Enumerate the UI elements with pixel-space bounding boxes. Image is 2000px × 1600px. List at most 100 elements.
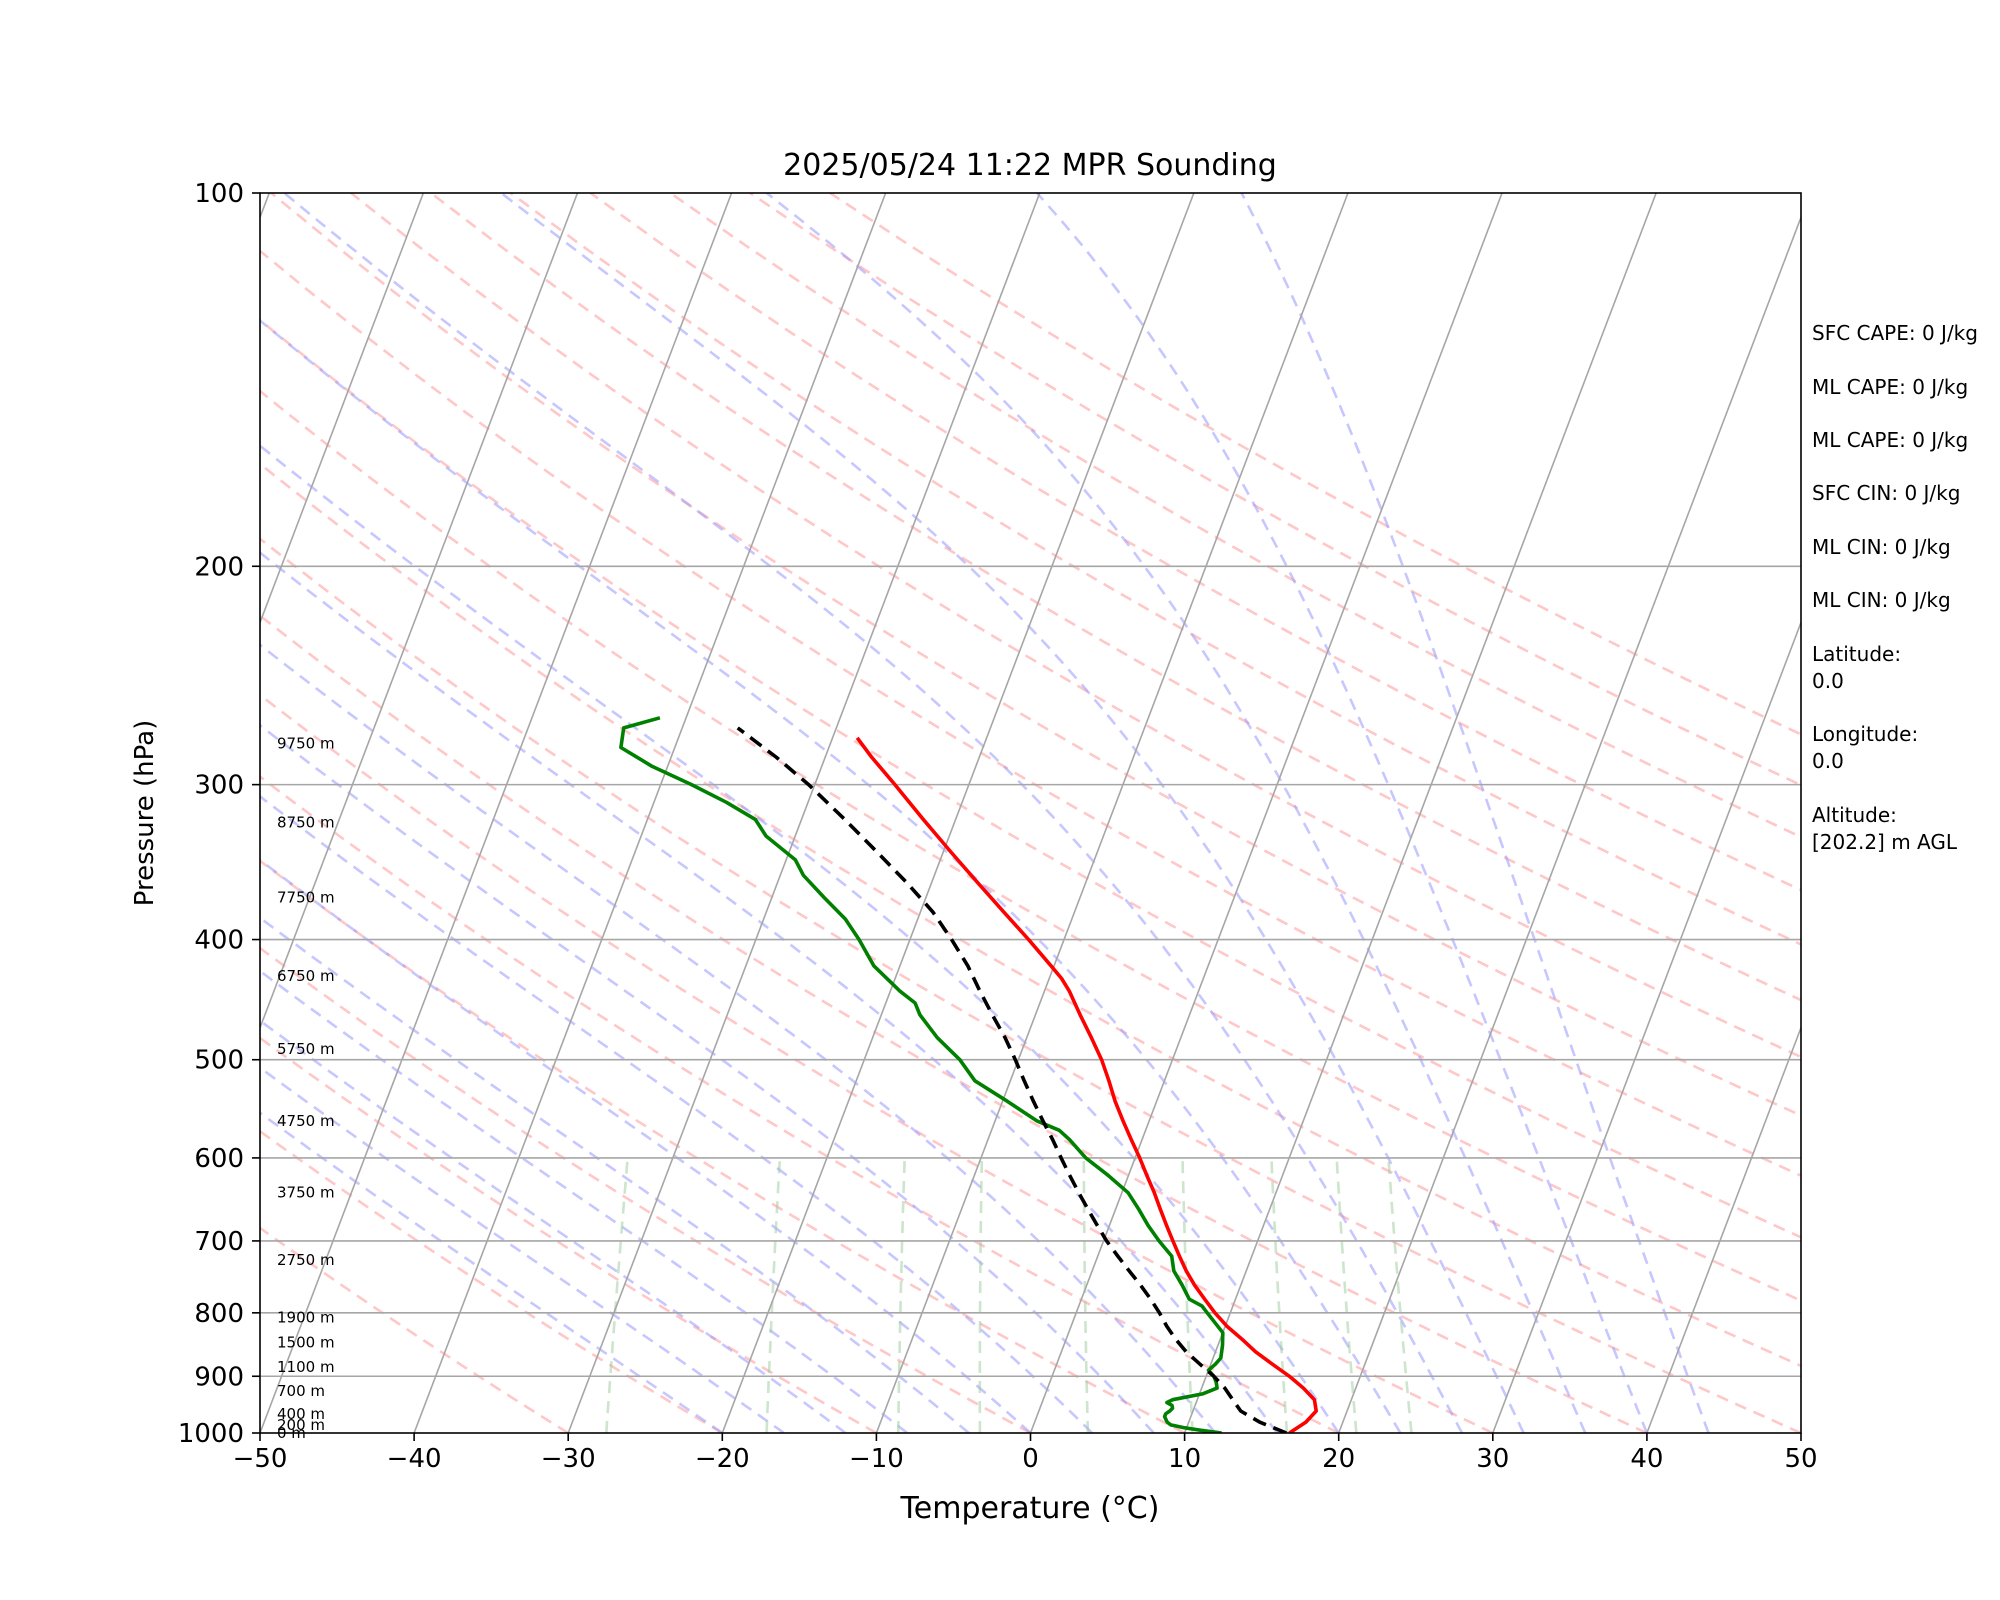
dry-adiabat: [260, 249, 1801, 1178]
y-tick-label: 700: [194, 1227, 244, 1257]
moist-adiabat: [260, 444, 1340, 1433]
dry-adiabat: [749, 193, 1801, 787]
sounding-info-line: Longitude:: [1812, 722, 1918, 746]
y-tick-label: 800: [194, 1299, 244, 1329]
dry-adiabat: [829, 193, 1801, 736]
isotherm: [413, 193, 887, 1433]
y-tick-label: 100: [194, 179, 244, 209]
height-label: 400 m: [277, 1405, 325, 1423]
x-tick-label: −30: [541, 1444, 596, 1474]
dry-adiabat: [589, 193, 1801, 892]
y-tick-label: 300: [194, 771, 244, 801]
dry-adiabat: [260, 946, 1032, 1433]
moist-adiabat: [500, 193, 1525, 1433]
isotherm: [567, 193, 1041, 1433]
height-label: 700 m: [277, 1382, 325, 1400]
moist-adiabat: [260, 723, 1155, 1433]
chart-title: 2025/05/24 11:22 MPR Sounding: [783, 148, 1277, 183]
sounding-info-line: ML CIN: 0 J/kg: [1812, 535, 1951, 559]
sounding-info-line: SFC CAPE: 0 J/kg: [1812, 321, 1978, 345]
moist-adiabat: [260, 916, 970, 1433]
dry-adiabat: [260, 462, 1801, 1368]
moist-adiabat: [260, 969, 909, 1433]
height-label: 2750 m: [277, 1251, 335, 1269]
moist-adiabat: [260, 1066, 785, 1433]
profile-line-0: [855, 736, 1318, 1433]
moist-adiabat: [260, 318, 1402, 1433]
x-tick-label: 30: [1476, 1444, 1509, 1474]
background-lines: [260, 193, 1801, 1433]
height-label: 9750 m: [277, 735, 335, 753]
dry-adiabat: [260, 537, 1801, 1433]
isotherm: [260, 193, 579, 1031]
sounding-info-line: SFC CIN: 0 J/kg: [1812, 481, 1960, 505]
height-label: 1100 m: [277, 1358, 335, 1376]
moist-adiabat: [260, 550, 1279, 1433]
moist-adiabat: [260, 1019, 847, 1433]
y-tick-label: 900: [194, 1362, 244, 1392]
x-tick-label: 50: [1784, 1444, 1817, 1474]
dry-adiabat: [260, 1036, 878, 1433]
sounding-info-line: ML CAPE: 0 J/kg: [1812, 428, 1968, 452]
moist-adiabat: [283, 193, 1464, 1433]
moist-adiabat: [260, 794, 1094, 1433]
isotherm: [721, 193, 1195, 1433]
x-tick-label: 10: [1168, 1444, 1201, 1474]
sounding-info-line: 0.0: [1812, 669, 1844, 693]
y-tick-label: 500: [194, 1046, 244, 1076]
isotherm: [1029, 193, 1503, 1433]
x-tick-label: 20: [1322, 1444, 1355, 1474]
height-label: 7750 m: [277, 889, 335, 907]
moist-adiabat: [260, 858, 1032, 1433]
height-label: 5750 m: [277, 1040, 335, 1058]
moist-adiabat: [1036, 193, 1649, 1433]
height-label: 200 m: [277, 1416, 325, 1434]
moist-adiabat: [765, 193, 1587, 1433]
x-tick-label: −50: [233, 1444, 288, 1474]
moist-adiabat: [1240, 193, 1710, 1433]
y-axis-label: Pressure (hPa): [130, 720, 160, 907]
isotherm: [1337, 215, 1801, 1433]
isotherm: [875, 193, 1349, 1433]
isotherm: [1492, 620, 1801, 1433]
x-tick-label: −20: [695, 1444, 750, 1474]
isotherm: [260, 193, 733, 1433]
sounding-info-line: ML CAPE: 0 J/kg: [1812, 375, 1968, 399]
sounding-info-line: 0.0: [1812, 749, 1844, 773]
dry-adiabat: [270, 193, 1801, 1117]
y-axis-ticks: 100 200 300 400 500 600 700 800 900 1000: [178, 179, 260, 1449]
x-tick-label: 40: [1630, 1444, 1663, 1474]
y-tick-label: 600: [194, 1144, 244, 1174]
isotherm: [260, 193, 425, 625]
dry-adiabat: [260, 1129, 723, 1433]
dry-adiabat: [260, 859, 1186, 1433]
height-label: 3750 m: [277, 1184, 335, 1202]
isotherm: [1183, 193, 1657, 1433]
sounding-info-line: Latitude:: [1812, 642, 1901, 666]
sounding-info-panel: SFC CAPE: 0 J/kg ML CAPE: 0 J/kg ML CAPE: …: [1812, 321, 1978, 854]
dry-adiabat: [260, 1226, 569, 1433]
profile-line-2: [736, 726, 1287, 1433]
x-tick-label: 0: [1022, 1444, 1039, 1474]
dry-adiabat: [260, 614, 1648, 1433]
dry-adiabat: [260, 775, 1340, 1433]
profile-line-1: [619, 716, 1225, 1433]
y-tick-label: 400: [194, 926, 244, 956]
sounding-profiles: [619, 716, 1318, 1433]
x-tick-label: −10: [849, 1444, 904, 1474]
sounding-info-line: [202.2] m AGL: [1812, 830, 1958, 854]
x-tick-label: −40: [387, 1444, 442, 1474]
dry-adiabat: [260, 693, 1494, 1433]
height-label: 1900 m: [277, 1309, 335, 1327]
x-axis-ticks: −50 −40 −30 −20 −10 0 10 20 30 40 50: [233, 1433, 1818, 1474]
height-label: 1500 m: [277, 1333, 335, 1351]
y-tick-label: 1000: [178, 1419, 244, 1449]
dry-adiabat: [509, 193, 1801, 946]
sounding-info-line: ML CIN: 0 J/kg: [1812, 588, 1951, 612]
height-label: 4750 m: [277, 1112, 335, 1130]
y-tick-label: 200: [194, 552, 244, 582]
height-label: 8750 m: [277, 814, 335, 832]
dry-adiabat: [260, 389, 1801, 1303]
